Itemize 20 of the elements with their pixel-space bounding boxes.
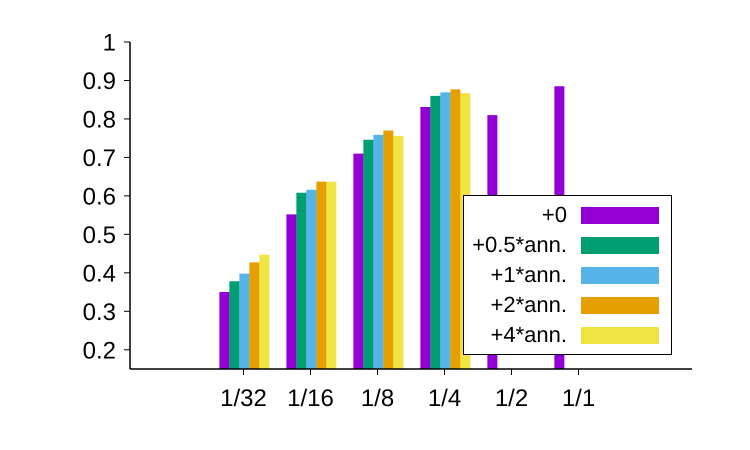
y-tick-label: 0.6 bbox=[82, 183, 116, 210]
y-tick-label: 0.3 bbox=[82, 298, 116, 326]
legend-label: +0 bbox=[542, 202, 567, 228]
y-tick-label: 0.8 bbox=[82, 106, 116, 134]
x-tick-label: 1/4 bbox=[428, 385, 462, 412]
y-tick-label: 0.9 bbox=[82, 68, 116, 95]
x-tick-label: 1/8 bbox=[360, 385, 394, 412]
y-tick-label: 0.2 bbox=[82, 337, 116, 364]
x-tick-label: 1/2 bbox=[494, 385, 528, 412]
y-tick-label: 1 bbox=[102, 30, 116, 57]
y-tick-label: 0.4 bbox=[82, 260, 116, 288]
x-tick-label: 1/1 bbox=[562, 385, 596, 412]
y-tick-label: 0.7 bbox=[82, 144, 116, 172]
y-tick-label: 0.5 bbox=[82, 222, 116, 249]
legend-label: +1*ann. bbox=[490, 262, 567, 288]
legend-label: +2*ann. bbox=[490, 292, 567, 318]
legend-label: +0.5*ann. bbox=[472, 232, 567, 258]
legend-label: +4*ann. bbox=[490, 322, 567, 348]
x-tick-label: 1/32 bbox=[220, 385, 267, 412]
x-tick-label: 1/16 bbox=[287, 385, 334, 412]
